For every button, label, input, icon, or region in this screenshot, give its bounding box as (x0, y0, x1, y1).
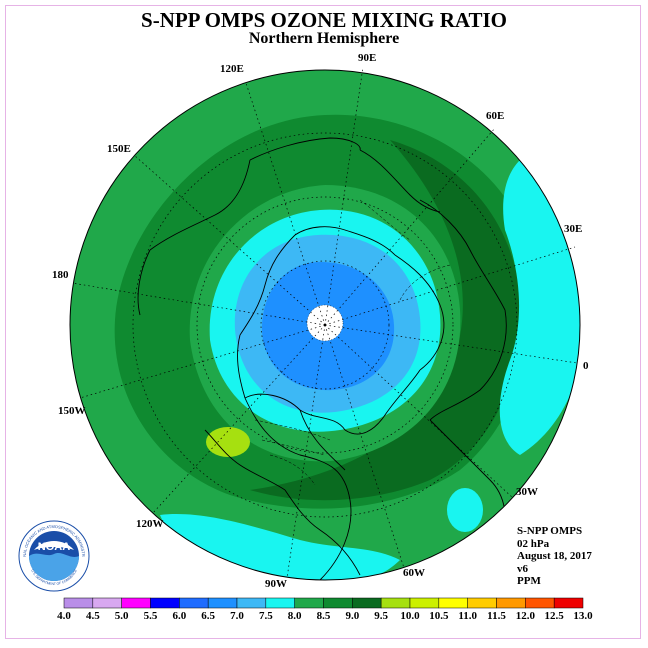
info-instrument: S-NPP OMPS (517, 525, 583, 537)
lon-label-90w: 90W (265, 578, 287, 590)
lon-label-150w: 150W (58, 405, 86, 417)
contour-9-0 (250, 140, 521, 501)
lon-label-30e: 30E (564, 223, 582, 235)
product-info: S-NPP OMPS 02 hPa August 18, 2017 v6 PPM (517, 525, 592, 588)
info-date: August 18, 2017 (517, 550, 592, 562)
contour-7-5-spot (447, 488, 483, 532)
graticule (71, 66, 578, 579)
info-version: v6 (517, 562, 528, 575)
lon-label-0: 0 (583, 360, 589, 372)
longitude-labels: 90E 60E 30E 0 30W 60W 90W 120W 150W 180 … (52, 52, 589, 590)
borders (254, 199, 451, 486)
coastlines (137, 137, 507, 580)
map-boundary (69, 69, 581, 581)
info-units: PPM (517, 575, 541, 587)
info-pressure: 02 hPa (517, 537, 550, 550)
lon-label-150e: 150E (107, 143, 131, 155)
lon-label-180: 180 (52, 269, 69, 281)
lon-label-30w: 30W (516, 486, 538, 498)
lon-label-120e: 120E (220, 63, 244, 75)
noaa-logo-text: NOAA (38, 541, 70, 553)
page-title: S-NPP OMPS OZONE MIXING RATIO (141, 8, 507, 32)
lon-label-90e: 90E (358, 52, 376, 64)
lon-label-60e: 60E (486, 110, 504, 122)
page-subtitle: Northern Hemisphere (248, 30, 400, 47)
ozone-field (70, 70, 580, 580)
noaa-logo: NOAA NATIONAL OCEANIC AND ATMOSPHERIC AD… (18, 520, 90, 592)
contour-9-5-spot (206, 427, 250, 457)
plot-frame (5, 5, 641, 639)
lon-label-60w: 60W (403, 567, 425, 579)
lon-label-120w: 120W (136, 518, 164, 530)
pole-no-data (306, 304, 344, 342)
